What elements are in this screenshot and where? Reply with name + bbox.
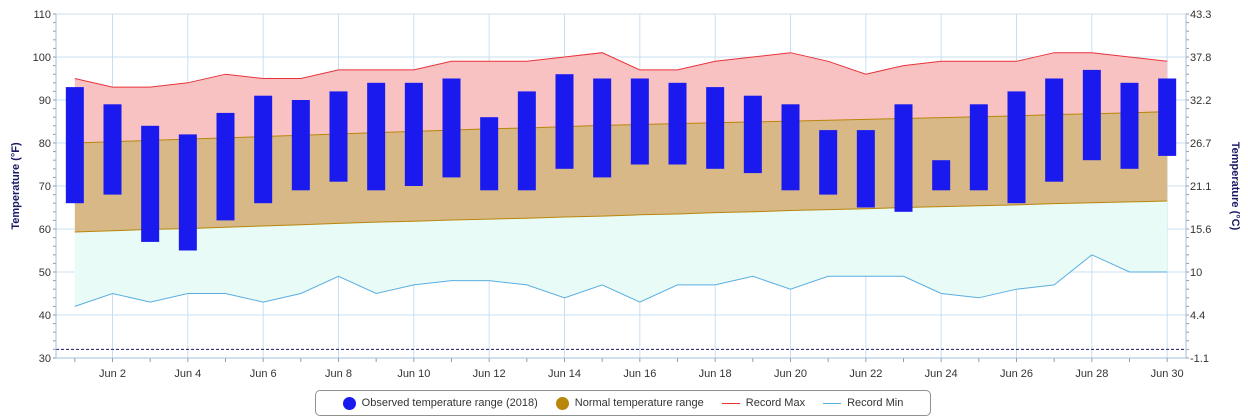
y-axis-title-right: Temperature (°C): [1229, 142, 1241, 231]
observed-range-bar: [668, 82, 687, 165]
y-tick-label-left: 110: [33, 9, 51, 21]
observed-range-bar: [819, 130, 838, 195]
y-tick-label-left: 60: [39, 224, 51, 236]
x-tick-label: Jun 16: [623, 368, 656, 380]
record-min-line: [74, 254, 1168, 307]
observed-range-bar: [103, 104, 122, 195]
observed-range-bar: [329, 91, 348, 182]
record-max-band: [74, 52, 1168, 144]
legend-normal-label: Normal temperature range: [574, 397, 704, 409]
y-tick-label-right: -1.1: [1190, 353, 1209, 365]
y-tick-label-right: 37.8: [1190, 52, 1211, 64]
observed-range-bar: [216, 112, 235, 221]
legend-record-min-label: Record Min: [847, 397, 904, 409]
observed-range-bar: [706, 87, 725, 169]
observed-range-bar: [291, 100, 310, 191]
y-tick-label-right: 4.4: [1190, 310, 1205, 322]
y-tick-label-left: 30: [39, 353, 51, 365]
legend-record-max-label: Record Max: [745, 397, 806, 409]
x-tick-label: Jun 18: [699, 368, 732, 380]
y-axis-title-left: Temperature (°F): [10, 142, 22, 230]
y-tick-label-left: 40: [39, 310, 51, 322]
y-tick-label-left: 70: [39, 181, 51, 193]
observed-range-bar: [894, 104, 913, 212]
x-tick-label: Jun 2: [99, 368, 126, 380]
y-tick-label-left: 80: [39, 138, 51, 150]
x-tick-label: Jun 28: [1075, 368, 1108, 380]
observed-range-bar: [367, 82, 386, 191]
legend-item-normal[interactable]: Normal temperature range: [555, 396, 704, 410]
legend-normal-marker: [555, 396, 569, 410]
x-tick-label: Jun 22: [849, 368, 882, 380]
legend-item-record-max[interactable]: Record Max: [721, 397, 806, 409]
observed-range-bar: [480, 117, 499, 191]
legend-observed-marker: [342, 396, 356, 410]
y-tick-label-right: 26.7: [1190, 138, 1211, 150]
areas-layer: [74, 52, 1168, 307]
observed-range-bar: [856, 130, 875, 208]
observed-range-bar: [141, 125, 160, 242]
bars-layer: [65, 69, 1177, 251]
observed-range-bar: [969, 104, 988, 191]
observed-range-bar: [404, 82, 423, 186]
observed-range-bar: [254, 95, 273, 204]
y-tick-label-right: 43.3: [1190, 9, 1211, 21]
observed-range-bar: [1158, 78, 1177, 156]
x-tick-label: Jun 24: [925, 368, 958, 380]
x-tick-label: Jun 30: [1151, 368, 1184, 380]
x-tick-label: Jun 20: [774, 368, 807, 380]
normal-range-band: [74, 111, 1168, 233]
y-tick-label-left: 90: [39, 95, 51, 107]
x-tick-label: Jun 14: [548, 368, 581, 380]
observed-range-bar: [178, 134, 197, 251]
legend-item-record-min[interactable]: Record Min: [823, 397, 903, 409]
x-tick-label: Jun 8: [325, 368, 352, 380]
observed-range-bar: [781, 104, 800, 191]
observed-range-bar: [593, 78, 612, 178]
observed-range-bar: [630, 78, 649, 165]
legend-item-observed[interactable]: Observed temperature range (2018): [342, 396, 538, 410]
y-tick-label-left: 100: [33, 52, 51, 64]
temperature-chart: 30 -1.1 40 4.4 50 10 60 15.6 70 21.1 80 26.7 90 32.2 1…: [10, 9, 1241, 380]
record-max-line: [74, 52, 1168, 88]
legend-record-max-marker: [721, 402, 740, 404]
y-tick-label-right: 15.6: [1190, 224, 1211, 236]
y-tick-label-right: 32.2: [1190, 95, 1211, 107]
observed-range-bar: [65, 87, 84, 204]
observed-range-bar: [517, 91, 536, 191]
observed-range-bar: [555, 74, 574, 169]
y-tick-label-right: 10: [1190, 267, 1202, 279]
observed-range-bar: [442, 78, 461, 178]
observed-range-bar: [932, 160, 951, 191]
observed-range-bar: [1045, 78, 1064, 182]
x-tick-label: Jun 26: [1000, 368, 1033, 380]
x-tick-label: Jun 10: [397, 368, 430, 380]
y-tick-label-right: 21.1: [1190, 181, 1211, 193]
normal-low-line: [74, 200, 1168, 233]
observed-range-bar: [1082, 69, 1101, 161]
observed-range-bar: [1120, 82, 1139, 169]
legend: Observed temperature range (2018) Normal…: [315, 390, 931, 416]
x-tick-label: Jun 4: [174, 368, 201, 380]
axes-layer: 30 -1.1 40 4.4 50 10 60 15.6 70 21.1 80 26.7 90 32.2 1…: [33, 9, 1212, 380]
legend-record-min-marker: [823, 402, 842, 404]
observed-range-bar: [743, 95, 762, 174]
x-tick-label: Jun 12: [473, 368, 506, 380]
y-tick-label-left: 50: [39, 267, 51, 279]
legend-observed-label: Observed temperature range (2018): [361, 397, 538, 409]
observed-range-bar: [1007, 91, 1026, 204]
x-tick-label: Jun 6: [250, 368, 277, 380]
